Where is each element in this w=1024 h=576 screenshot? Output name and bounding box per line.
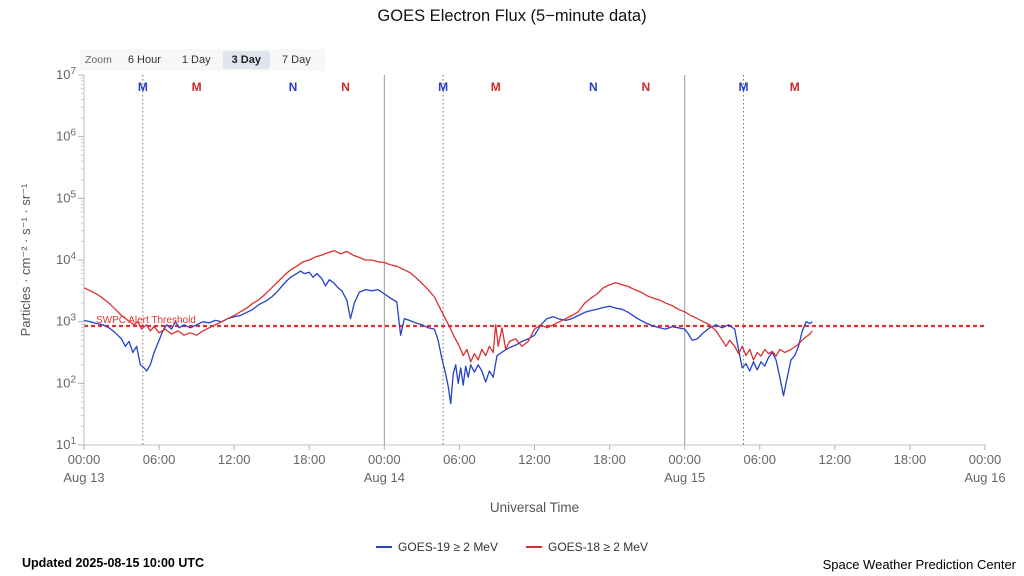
- x-tick-label: 00:00: [969, 452, 1002, 467]
- satellite-marker-M: M: [491, 80, 501, 94]
- x-tick-label: 00:00: [368, 452, 401, 467]
- satellite-marker-N: N: [289, 80, 298, 94]
- flux-chart[interactable]: 101 102 103 104 105 106 107 00:00 06:00 12:00 18:0…: [0, 66, 1024, 491]
- x-axis-title: Universal Time: [489, 500, 580, 515]
- goes19-line-swatch: [376, 546, 393, 548]
- swpc-credit: Space Weather Prediction Center: [822, 557, 1016, 572]
- x-tick-label: 18:00: [293, 452, 326, 467]
- page-title: GOES Electron Flux (5−minute data): [377, 7, 647, 25]
- y-tick-label: 105: [56, 189, 76, 205]
- x-day-label: Aug 14: [364, 470, 405, 485]
- x-day-label: Aug 13: [63, 470, 104, 485]
- x-tick-label: 06:00: [443, 452, 476, 467]
- y-axis-title: Particles · cm⁻² · s⁻¹ · sr⁻¹: [18, 183, 33, 336]
- plot-gridlines: [142, 75, 744, 445]
- y-tick-label: 104: [56, 251, 76, 267]
- chart-legend: GOES-19 ≥ 2 MeV GOES-18 ≥ 2 MeV: [0, 540, 1024, 554]
- zoom-6-hour-button[interactable]: 6 Hour: [118, 51, 170, 70]
- zoom-1-day-button[interactable]: 1 Day: [172, 51, 220, 70]
- updated-timestamp: Updated 2025-08-15 10:00 UTC: [22, 556, 205, 570]
- series-goes-19: [83, 270, 813, 405]
- zoom-7-day-button[interactable]: 7 Day: [272, 51, 320, 70]
- x-day-label: Aug 16: [964, 470, 1005, 485]
- satellite-marker-M: M: [192, 80, 202, 94]
- y-tick-label: 102: [56, 374, 76, 390]
- satellite-marker-M: M: [138, 80, 148, 94]
- x-tick-label: 00:00: [668, 452, 701, 467]
- y-tick-label: 107: [56, 66, 76, 82]
- legend-label-goes18: GOES-18 ≥ 2 MeV: [548, 540, 648, 554]
- x-tick-label: 18:00: [894, 452, 927, 467]
- satellite-marker-N: N: [341, 80, 350, 94]
- satellite-marker-N: N: [642, 80, 651, 94]
- y-tick-label: 101: [56, 436, 76, 452]
- goes18-line-swatch: [526, 546, 542, 548]
- annotations: SWPC Alert Threshold: [96, 315, 196, 326]
- satellite-marker-M: M: [790, 80, 800, 94]
- legend-item-goes19[interactable]: GOES-19 ≥ 2 MeV: [376, 540, 498, 554]
- x-tick-label: 06:00: [743, 452, 776, 467]
- x-tick-label: 18:00: [593, 452, 626, 467]
- series-goes-18: [83, 250, 813, 363]
- y-tick-label: 106: [56, 128, 76, 144]
- x-tick-label: 06:00: [143, 452, 176, 467]
- x-tick-label: 12:00: [819, 452, 852, 467]
- axes: [78, 74, 986, 450]
- zoom-3-day-button[interactable]: 3 Day: [222, 51, 270, 70]
- x-tick-label: 12:00: [218, 452, 251, 467]
- y-tick-label: 103: [56, 313, 76, 329]
- x-tick-label: 12:00: [518, 452, 551, 467]
- satellite-marker-M: M: [738, 80, 748, 94]
- x-day-label: Aug 15: [664, 470, 705, 485]
- threshold-label: SWPC Alert Threshold: [96, 315, 196, 326]
- zoom-toolbar: Zoom 6 Hour 1 Day 3 Day 7 Day: [80, 49, 325, 72]
- satellite-marker-M: M: [438, 80, 448, 94]
- data-series: [83, 250, 813, 405]
- satellite-marker-N: N: [589, 80, 598, 94]
- x-tick-label: 00:00: [68, 452, 101, 467]
- axis-labels: 101 102 103 104 105 106 107 00:00 06:00 12:00 18:0…: [18, 66, 1006, 485]
- legend-label-goes19: GOES-19 ≥ 2 MeV: [398, 540, 498, 554]
- legend-item-goes18[interactable]: GOES-18 ≥ 2 MeV: [526, 540, 648, 554]
- zoom-toolbar-label: Zoom: [85, 54, 112, 67]
